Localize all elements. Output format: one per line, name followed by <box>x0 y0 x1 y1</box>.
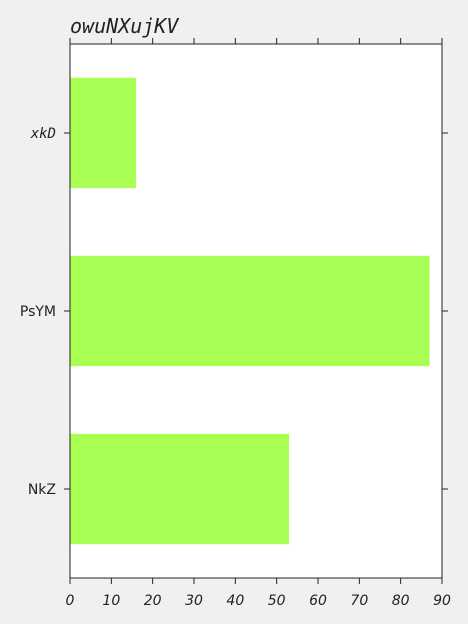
x-tick-label: 10 <box>102 593 120 609</box>
x-tick-label: 50 <box>268 593 286 609</box>
x-tick-label: 60 <box>309 593 327 609</box>
bar-PsYM <box>70 255 430 367</box>
y-axis: xkD PsYM NkZ <box>20 126 448 498</box>
x-tick-label: 40 <box>226 593 244 609</box>
chart-title: owuNXujKV <box>70 14 179 38</box>
x-tick-label: 80 <box>392 593 410 609</box>
x-tick-label: 70 <box>350 593 368 609</box>
y-tick-label: NkZ <box>28 482 56 498</box>
y-tick-label: xkD <box>30 126 56 142</box>
x-tick-label: 20 <box>144 593 162 609</box>
x-axis: 0 10 20 30 40 50 60 70 80 90 <box>66 38 451 609</box>
plot-frame <box>69 43 443 579</box>
x-tick-label: 90 <box>433 593 451 609</box>
y-tick-label: PsYM <box>20 304 56 320</box>
x-tick-label: 0 <box>66 593 75 609</box>
bar-xkD <box>70 77 137 189</box>
x-tick-label: 30 <box>185 593 203 609</box>
bars-group <box>70 77 430 545</box>
bar-NkZ <box>70 433 290 545</box>
